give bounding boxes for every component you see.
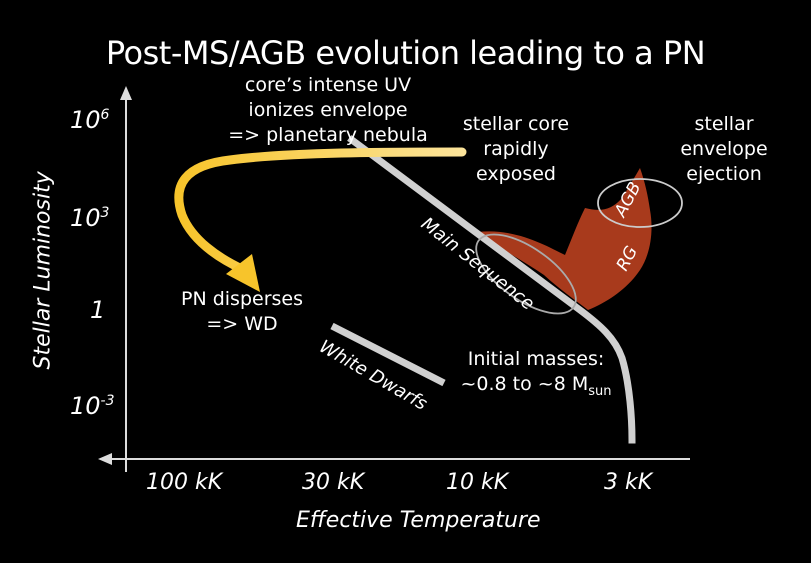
- annotation-line: ~0.8 to ~8 Msun: [446, 372, 626, 404]
- y-tick-base: 10: [70, 106, 101, 134]
- annotation-line: ejection: [686, 163, 762, 185]
- envelope-ejection-annotation: stellar envelope ejection: [664, 112, 784, 187]
- agb-ellipse: [597, 178, 683, 228]
- x-tick-30kk: 30 kK: [302, 470, 365, 495]
- y-tick-1: 1: [90, 296, 105, 324]
- white-dwarf-track: [330, 322, 446, 387]
- y-tick-1e3: 103: [70, 204, 109, 232]
- y-tick-exp: 3: [100, 205, 110, 221]
- y-axis-arrowhead: [120, 86, 132, 100]
- core-uv-annotation: core’s intense UV ionizes envelope => pl…: [228, 73, 428, 148]
- annotation-line: => WD: [206, 313, 278, 335]
- core-exposed-annotation: stellar core rapidly exposed: [446, 112, 586, 187]
- y-tick-base: 10: [70, 204, 101, 232]
- post-agb-track-arrow: [174, 147, 467, 275]
- annotation-line: stellar core: [462, 113, 570, 135]
- annotation-line: core’s intense UV: [244, 74, 412, 96]
- y-tick-base: 10: [70, 392, 101, 420]
- annotation-line: envelope: [680, 138, 768, 160]
- pn-disperses-annotation: PN disperses => WD: [162, 287, 322, 337]
- mass-range-text: ~0.8 to ~8 M: [460, 373, 589, 395]
- initial-masses-annotation: Initial masses: ~0.8 to ~8 Msun: [446, 347, 626, 404]
- y-axis-label: Stellar Luminosity: [30, 171, 56, 370]
- annotation-line: Initial masses:: [467, 348, 605, 370]
- x-axis-arrowhead: [98, 453, 112, 465]
- giant-branch-region: [478, 168, 652, 310]
- annotation-line: rapidly: [483, 138, 549, 160]
- annotation-line: PN disperses: [181, 288, 303, 310]
- y-tick-exp: -3: [100, 393, 115, 409]
- annotation-line: => planetary nebula: [228, 124, 428, 146]
- solar-subscript: sun: [588, 383, 612, 399]
- annotation-line: stellar: [694, 113, 754, 135]
- post-agb-arrowhead: [226, 254, 260, 292]
- x-tick-10kk: 10 kK: [446, 470, 509, 495]
- y-tick-1e6: 106: [70, 106, 109, 134]
- x-axis-label: Effective Temperature: [296, 508, 541, 533]
- annotation-line: ionizes envelope: [248, 99, 408, 121]
- x-tick-100kk: 100 kK: [146, 470, 223, 495]
- y-tick-exp: 6: [100, 107, 110, 123]
- annotation-line: exposed: [476, 163, 556, 185]
- axes: [98, 86, 690, 472]
- x-tick-3kk: 3 kK: [604, 470, 653, 495]
- y-tick-base: 1: [90, 296, 106, 324]
- main-sequence-track: [347, 135, 636, 444]
- y-tick-1e-3: 10-3: [70, 392, 115, 420]
- slide-title: Post-MS/AGB evolution leading to a PN: [105, 34, 706, 72]
- main-sequence-ellipse: [475, 233, 577, 315]
